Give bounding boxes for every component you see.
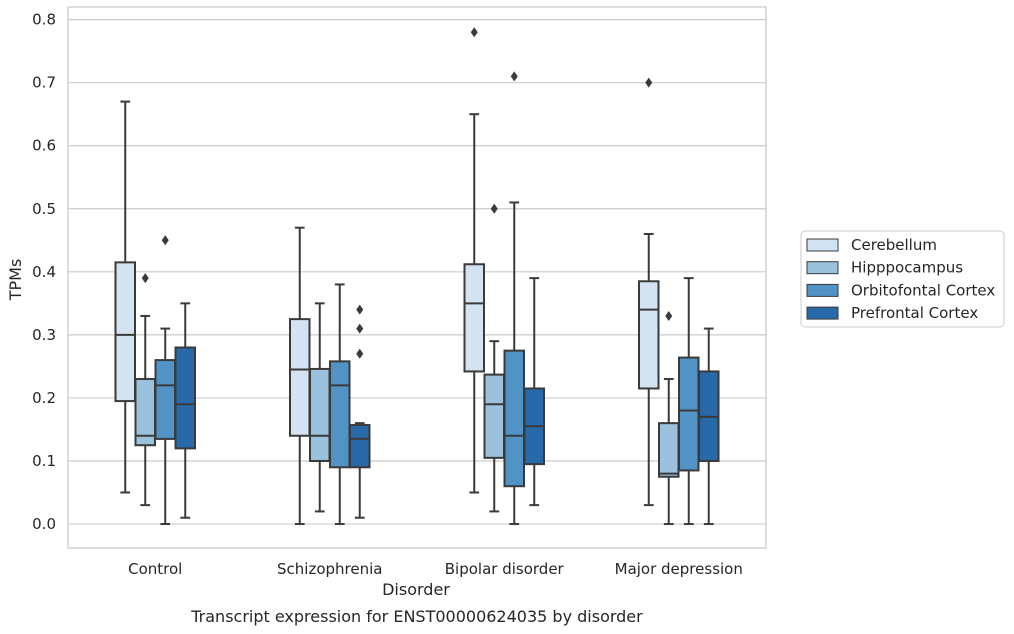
y-tick-label: 0.0 [32,515,56,533]
outlier-marker [470,27,478,38]
legend-frame [800,230,1005,328]
y-tick-label: 0.1 [32,452,56,470]
box-2-1 [483,203,505,513]
box-0-0 [114,100,136,494]
legend-label: Orbitofontal Cortex [851,281,995,299]
outlier-marker [490,203,498,214]
legend: Cerebellum Hipppocampus Orbitofontal Corte… [800,230,1005,328]
box-3-0 [638,77,660,507]
outlier-marker [645,77,653,88]
x-axis-ticks: Control Schizophrenia Bipolar disorder Majo… [128,560,743,578]
outlier-marker [356,304,364,315]
outlier-marker [356,323,364,334]
box-body [678,356,700,472]
box-2-2 [503,71,525,526]
box-body [503,349,525,488]
outlier-marker [356,348,364,359]
box-1-2 [329,283,351,526]
legend-swatch [806,261,839,275]
x-tick-label: Major depression [615,560,743,578]
legend-swatch [806,283,839,297]
legend-swatch [806,306,839,320]
box-body [289,318,311,437]
box-0-3 [174,302,196,519]
outlier-marker [510,71,518,82]
box-body [483,373,505,459]
box-1-0 [289,226,311,526]
box-0-1 [134,273,156,507]
outlier-marker [141,273,149,284]
box-2-0 [463,27,485,494]
legend-swatch [806,238,839,252]
box-body [638,280,660,390]
legend-label: Prefrontal Cortex [851,304,978,322]
y-tick-label: 0.8 [32,11,56,29]
y-tick-label: 0.7 [32,74,56,92]
x-tick-label: Bipolar disorder [445,560,565,578]
box-body [329,360,351,469]
box-plot-series [114,27,720,526]
outlier-marker [161,235,169,246]
y-tick-label: 0.4 [32,263,56,281]
y-axis-ticks: 0.0 0.1 0.2 0.3 0.4 0.5 0.6 0.7 0.8 [32,11,56,533]
box-body [463,263,485,373]
box-3-1 [658,310,680,526]
box-2-3 [523,277,545,507]
box-3-3 [698,327,720,526]
box-body [349,424,371,469]
x-tick-label: Schizophrenia [277,560,382,578]
x-axis-title: Disorder [382,580,450,599]
box-body [174,346,196,450]
y-tick-label: 0.6 [32,137,56,155]
y-tick-label: 0.2 [32,389,56,407]
box-3-2 [678,277,700,526]
box-body [154,359,176,440]
box-1-1 [309,302,331,513]
plot-area-frame [67,6,767,549]
x-tick-label: Control [128,560,182,578]
chart-caption: Transcript expression for ENST0000062403… [190,607,643,626]
outlier-marker [665,310,673,321]
y-tick-label: 0.5 [32,200,56,218]
box-0-2 [154,235,176,526]
y-tick-label: 0.3 [32,326,56,344]
y-axis-title: TPMs [6,259,25,302]
box-body [658,422,680,478]
box-body [309,367,331,462]
box-1-3 [349,304,371,519]
legend-label: Cerebellum [851,236,937,254]
box-body [114,261,136,403]
legend-label: Hipppocampus [851,259,963,277]
